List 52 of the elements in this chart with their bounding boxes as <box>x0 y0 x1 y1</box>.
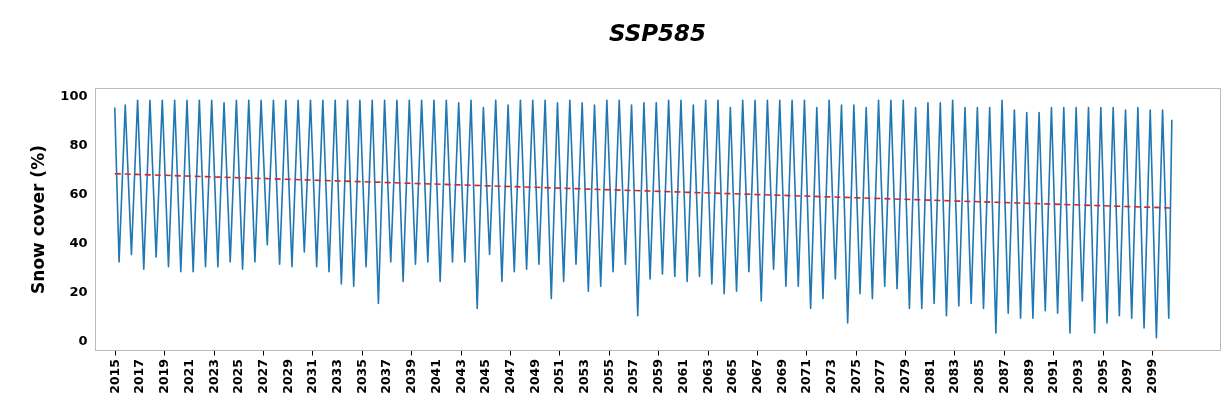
y-tick-label: 20 <box>69 283 88 299</box>
x-tick-label: 2063 <box>699 359 715 394</box>
x-tick-label: 2015 <box>106 359 122 394</box>
x-tick-label: 2071 <box>798 359 814 394</box>
x-tick-label: 2081 <box>921 359 937 394</box>
y-tick-label: 80 <box>69 136 88 152</box>
x-tick-label: 2077 <box>872 359 888 394</box>
x-tick-label: 2041 <box>427 359 443 394</box>
x-tick-label: 2057 <box>625 359 641 394</box>
x-tick-label: 2061 <box>674 359 690 394</box>
x-tick-label: 2087 <box>995 359 1011 394</box>
x-tick-label: 2079 <box>897 359 913 394</box>
x-tick-label: 2085 <box>971 359 987 394</box>
x-tick-label: 2065 <box>724 359 740 394</box>
x-tick-label: 2033 <box>329 359 345 394</box>
x-tick-label: 2035 <box>353 359 369 394</box>
x-tick-label: 2027 <box>254 359 270 394</box>
x-tick-label: 2089 <box>1020 359 1036 394</box>
x-tick-label: 2099 <box>1144 359 1160 394</box>
x-tick-label: 2039 <box>403 359 419 394</box>
x-tick-label: 2031 <box>304 359 320 394</box>
x-tick-label: 2045 <box>477 359 493 394</box>
x-tick-label: 2055 <box>600 359 616 394</box>
y-axis-title: Snow cover (%) <box>28 145 49 294</box>
x-tick-label: 2073 <box>823 359 838 394</box>
x-tick-label: 2051 <box>551 359 567 394</box>
x-tick-label: 2021 <box>180 359 196 394</box>
x-tick-label: 2047 <box>501 359 517 394</box>
x-tick-label: 2023 <box>205 359 221 394</box>
y-tick-label: 0 <box>78 332 88 348</box>
chart-title: SSP585 <box>608 20 707 46</box>
x-tick-label: 2093 <box>1069 359 1085 394</box>
x-tick-label: 2095 <box>1094 359 1110 394</box>
x-tick-label: 2097 <box>1119 359 1135 394</box>
x-tick-label: 2037 <box>378 359 394 394</box>
x-tick-label: 2067 <box>748 359 764 394</box>
x-tick-label: 2025 <box>230 359 246 394</box>
x-tick-label: 2091 <box>1045 359 1061 394</box>
x-tick-label: 2017 <box>131 359 147 394</box>
x-tick-label: 2069 <box>773 359 789 394</box>
x-tick-label: 2029 <box>279 359 295 394</box>
y-tick-label: 60 <box>69 185 88 201</box>
x-tick-label: 2049 <box>526 359 542 394</box>
x-tick-label: 2019 <box>156 359 172 394</box>
x-tick-label: 2075 <box>847 359 863 394</box>
line-series <box>113 99 1173 339</box>
x-tick-label: 2053 <box>576 359 592 394</box>
x-tick-label: 2083 <box>946 359 962 394</box>
x-tick-label: 2059 <box>650 359 666 394</box>
y-tick-label: 40 <box>69 234 88 250</box>
y-tick-label: 100 <box>60 87 88 103</box>
x-tick-label: 2043 <box>452 359 468 394</box>
